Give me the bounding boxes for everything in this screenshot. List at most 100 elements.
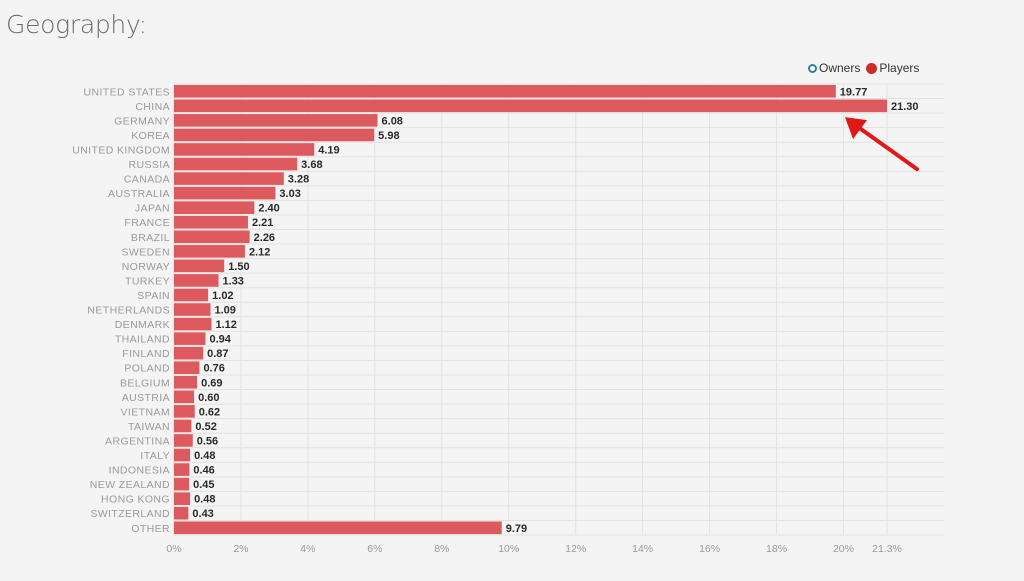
category-label: HONG KONG [101,494,170,506]
category-label: FRANCE [124,217,170,229]
bar [174,259,225,273]
value-label: 1.09 [214,305,235,317]
value-label: 0.60 [198,392,219,404]
value-label: 0.94 [209,334,231,346]
x-tick-label: 0% [166,543,181,555]
category-label: INDONESIA [109,465,170,477]
category-label: JAPAN [135,203,170,215]
bar [174,143,315,156]
category-label: TURKEY [125,275,170,287]
value-label: 4.19 [318,144,339,156]
x-tick-label: 8% [434,543,449,555]
value-label: 3.03 [279,188,300,200]
category-label: CHINA [135,101,170,113]
bar [174,390,195,404]
category-label: GERMANY [114,115,170,127]
players-swatch-icon [866,62,878,74]
category-label: POLAND [124,363,170,375]
x-tick-label: 12% [565,543,586,555]
legend-owners-label: Owners [819,61,861,75]
category-label: CANADA [124,174,170,186]
category-label: SWEDEN [122,246,171,258]
bar [174,157,298,171]
value-label: 0.76 [203,363,224,375]
bar [174,84,836,98]
value-label: 0.46 [193,465,214,477]
value-label: 3.68 [301,159,322,171]
bar [174,434,193,447]
value-label: 0.87 [207,348,228,360]
x-tick-label: 10% [498,543,519,555]
bar [174,375,198,389]
legend-item-owners[interactable]: Owners [808,61,860,75]
value-label: 2.21 [252,217,273,229]
value-label: 21.30 [891,101,919,113]
value-label: 9.79 [506,523,527,535]
x-tick-label: 21.3% [872,543,902,555]
category-label: OTHER [131,523,170,535]
bar [174,274,219,287]
bar [174,230,250,244]
bar [174,492,191,505]
legend-item-players[interactable]: Players [866,61,919,75]
x-tick-label: 6% [367,543,382,555]
x-tick-label: 14% [632,543,653,555]
value-label: 0.48 [194,450,215,462]
value-label: 1.02 [212,290,233,302]
value-label: 1.33 [223,275,244,287]
category-label: SWITZERLAND [90,508,170,520]
value-label: 2.40 [258,203,279,215]
value-label: 2.26 [254,232,275,244]
x-tick-label: 16% [699,543,720,555]
category-label: FINLAND [122,348,170,360]
chart-legend: Owners Players [808,61,921,75]
category-label: UNITED KINGDOM [72,144,170,156]
value-label: 0.62 [199,406,220,418]
annotation-arrow-shaft [852,122,919,172]
bar [174,448,191,462]
x-tick-label: 2% [233,543,248,555]
bar [174,419,192,433]
x-tick-label: 18% [766,543,787,555]
value-label: 3.28 [288,174,309,186]
bar [174,332,206,345]
value-label: 0.52 [195,421,216,433]
bar [174,317,212,331]
category-label: TAIWAN [128,421,170,433]
owners-swatch-icon [808,63,817,73]
value-label: 0.45 [193,479,214,491]
bar [174,521,502,535]
bar [174,114,378,127]
category-label: RUSSIA [129,159,171,171]
bar [174,346,204,360]
category-label: BRAZIL [131,232,170,244]
bar [174,201,255,214]
x-tick-label: 20% [833,543,854,555]
category-label: NETHERLANDS [87,305,170,317]
category-label: THAILAND [115,334,170,346]
category-label: VIETNAM [121,406,170,418]
bar [174,186,276,200]
value-label: 2.12 [249,246,270,258]
bar [174,245,245,258]
category-label: ITALY [140,450,170,462]
category-label: NEW ZEALAND [90,479,170,491]
value-label: 1.50 [228,261,249,273]
value-label: 5.98 [378,130,399,142]
category-label: ARGENTINA [105,435,170,447]
category-label: SPAIN [137,290,170,302]
bar [174,361,200,375]
value-label: 0.48 [194,494,215,506]
bar [174,506,189,520]
x-tick-label: 4% [300,543,315,555]
bar [174,172,284,185]
bar [174,288,209,302]
annotation-arrow-head [845,117,867,140]
bar [174,405,195,418]
bar [174,303,211,316]
category-label: NORWAY [122,261,170,273]
category-label: DENMARK [115,319,170,331]
value-label: 0.43 [192,508,213,520]
bar [174,463,190,476]
value-label: 6.08 [382,115,403,127]
